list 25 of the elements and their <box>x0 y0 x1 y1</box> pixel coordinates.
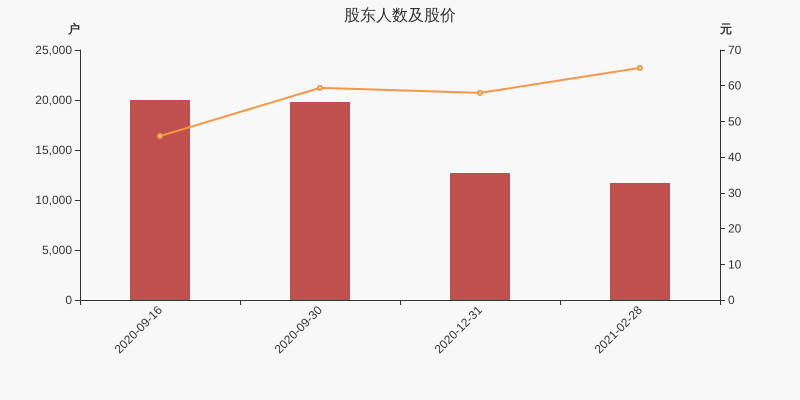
y2-tick-label: 60 <box>728 78 742 93</box>
point <box>477 90 483 96</box>
point <box>637 64 643 71</box>
y-tick-label: 10,000 <box>35 193 72 207</box>
y2-tick-label: 50 <box>728 114 742 128</box>
bar <box>290 102 350 300</box>
y2-tick-label: 70 <box>728 43 742 57</box>
y2-tick-label: 10 <box>728 257 742 272</box>
point <box>157 133 163 140</box>
y2-tick-label: 0 <box>728 293 735 307</box>
y2-tick-label: 30 <box>728 186 742 200</box>
y2-tick-label: 40 <box>728 150 742 164</box>
y-tick-label: 5,000 <box>42 243 72 257</box>
bar <box>130 100 190 300</box>
y2-axis-title: 元 <box>719 22 732 36</box>
y-axis-title: 户 <box>67 22 80 36</box>
y-tick-label: 25,000 <box>35 43 72 57</box>
y2-tick-label: 20 <box>728 222 742 236</box>
y-tick-label: 0 <box>65 293 72 307</box>
bar <box>450 173 510 300</box>
chart-title: 股东人数及股价 <box>344 6 456 24</box>
bar <box>610 183 670 300</box>
y-tick-label: 15,000 <box>35 143 72 157</box>
point <box>317 84 323 91</box>
y-tick-label: 20,000 <box>35 93 72 107</box>
